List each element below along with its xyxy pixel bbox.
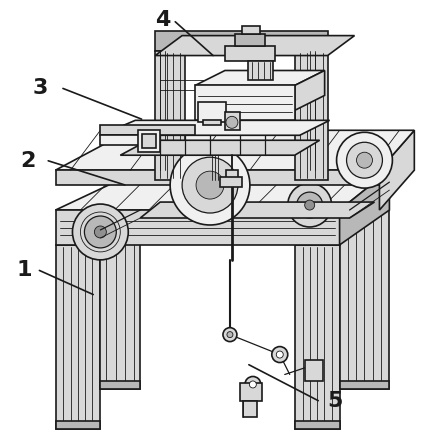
Text: 5: 5 (327, 391, 343, 411)
Polygon shape (295, 422, 340, 429)
Bar (142, 134, 156, 148)
Polygon shape (100, 381, 140, 389)
Polygon shape (56, 170, 390, 210)
Polygon shape (155, 31, 327, 51)
Polygon shape (295, 51, 327, 180)
Polygon shape (120, 140, 319, 155)
Bar (305, 359, 323, 381)
Text: 1: 1 (16, 260, 32, 280)
Circle shape (245, 377, 261, 392)
Polygon shape (56, 210, 340, 245)
Bar (242, 26, 260, 33)
Polygon shape (56, 245, 100, 429)
Circle shape (288, 183, 332, 227)
Bar (243, 401, 257, 418)
Polygon shape (195, 70, 325, 85)
Polygon shape (100, 210, 140, 389)
Circle shape (305, 200, 315, 210)
Bar (220, 177, 242, 187)
Circle shape (182, 157, 238, 213)
Polygon shape (56, 422, 100, 429)
Circle shape (95, 226, 106, 238)
Text: 4: 4 (155, 11, 170, 30)
Text: 2: 2 (20, 151, 36, 171)
Circle shape (223, 328, 237, 341)
Bar (198, 103, 226, 122)
Polygon shape (155, 36, 354, 55)
Polygon shape (340, 210, 390, 389)
Polygon shape (100, 125, 195, 135)
Polygon shape (155, 51, 185, 180)
Bar (225, 46, 275, 61)
Circle shape (357, 152, 373, 168)
Bar (225, 112, 240, 130)
Circle shape (272, 347, 288, 363)
Circle shape (196, 171, 224, 199)
Circle shape (249, 381, 256, 388)
Polygon shape (195, 85, 295, 120)
Circle shape (73, 204, 128, 260)
Polygon shape (295, 245, 340, 429)
Circle shape (170, 145, 250, 225)
Polygon shape (340, 381, 390, 389)
Polygon shape (100, 120, 330, 135)
Bar (138, 130, 160, 152)
Bar (235, 33, 265, 46)
Circle shape (227, 332, 233, 337)
Polygon shape (56, 130, 414, 170)
Bar (248, 61, 273, 81)
Bar (203, 120, 221, 125)
Bar (240, 384, 262, 401)
Polygon shape (56, 170, 379, 185)
Bar (226, 170, 238, 178)
Circle shape (84, 216, 116, 248)
Circle shape (276, 351, 283, 358)
Polygon shape (295, 70, 325, 110)
Circle shape (226, 116, 238, 128)
Circle shape (337, 132, 392, 188)
Text: 3: 3 (33, 78, 49, 99)
Polygon shape (340, 170, 390, 245)
Circle shape (297, 192, 323, 218)
Polygon shape (140, 202, 374, 218)
Polygon shape (379, 130, 414, 210)
Circle shape (346, 142, 382, 178)
Polygon shape (100, 135, 160, 145)
